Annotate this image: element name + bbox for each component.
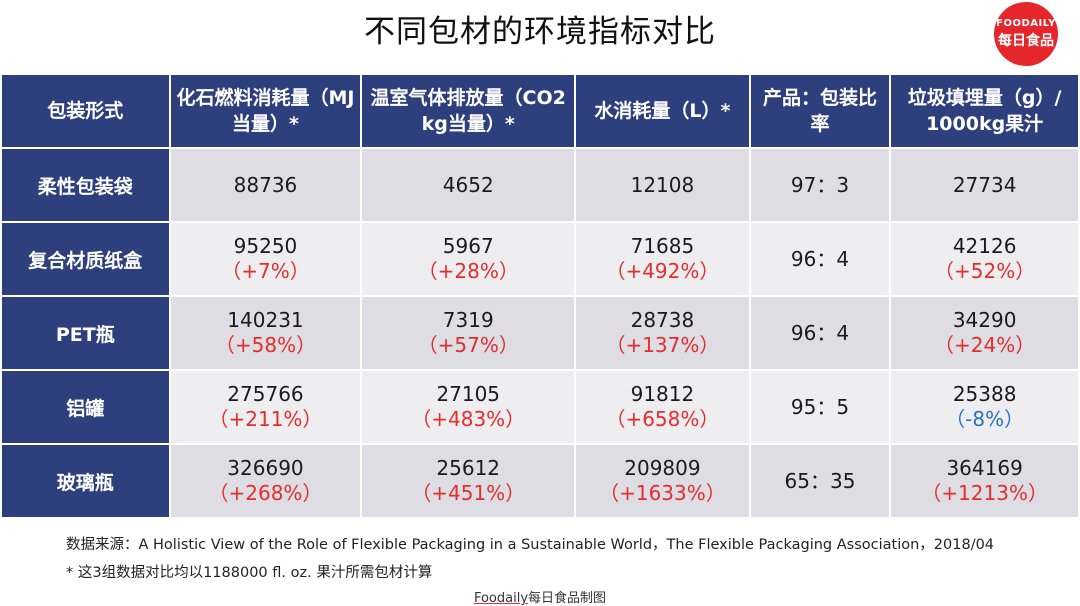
- header-cell: 包装形式: [2, 75, 169, 147]
- table-cell: 12108: [576, 149, 749, 221]
- foodaily-logo: FOODAILY 每日食品: [994, 2, 1058, 66]
- cell-value: 12108: [630, 172, 695, 197]
- cell-value: 27105: [436, 382, 501, 406]
- cell-change: （+658%）: [605, 407, 720, 431]
- table-cell: 95250 （+7%）: [170, 223, 361, 295]
- cell-value: 71685: [630, 234, 695, 258]
- table-row: PET瓶 140231 （+58%） 7319 （+57%） 28738 （+137%） 96…: [2, 297, 1078, 369]
- table-cell: 88736: [170, 149, 361, 221]
- table-cell: 5967 （+28%）: [362, 223, 575, 295]
- cell-change: （+7%）: [221, 259, 310, 283]
- cell-change: （+28%）: [417, 259, 519, 283]
- cell-change: （+268%）: [208, 481, 323, 505]
- cell-change: （+24%）: [934, 333, 1036, 357]
- table-cell: 4652: [362, 149, 575, 221]
- cell-value: 28738: [630, 308, 695, 332]
- row-label: 柔性包装袋: [2, 149, 169, 221]
- table-cell: 96：4: [750, 297, 890, 369]
- cell-change: （+1213%）: [921, 481, 1048, 505]
- header-cell: 水消耗量（L）*: [576, 75, 749, 147]
- table-cell: 7319 （+57%）: [362, 297, 575, 369]
- data-source: 数据来源：A Holistic View of the Role of Flex…: [66, 537, 995, 553]
- table-cell: 326690 （+268%）: [170, 445, 361, 517]
- row-label: 复合材质纸盒: [2, 223, 169, 295]
- cell-change: （+57%）: [417, 333, 519, 357]
- table-cell: 91812 （+658%）: [576, 371, 749, 443]
- cell-change: （+137%）: [605, 333, 720, 357]
- table-cell: 96：4: [750, 223, 890, 295]
- cell-value: 27734: [952, 172, 1017, 197]
- cell-value: 25612: [436, 456, 501, 480]
- credit-suffix: 每日食品制图: [528, 591, 607, 606]
- cell-value: 34290: [952, 308, 1017, 332]
- cell-value: 65：35: [784, 468, 856, 493]
- cell-value: 25388: [952, 382, 1017, 406]
- credit-line: Foodaily每日食品制图: [0, 587, 1080, 606]
- cell-value: 140231: [227, 308, 304, 332]
- table-cell: 25612 （+451%）: [362, 445, 575, 517]
- cell-value: 96：4: [790, 246, 850, 271]
- cell-change: （+451%）: [411, 481, 526, 505]
- table-cell: 140231 （+58%）: [170, 297, 361, 369]
- cell-value: 4652: [442, 172, 494, 197]
- table-cell: 71685 （+492%）: [576, 223, 749, 295]
- table-cell: 27734: [891, 149, 1078, 221]
- table-cell: 65：35: [750, 445, 890, 517]
- cell-value: 96：4: [790, 320, 850, 345]
- cell-change: （+52%）: [934, 259, 1036, 283]
- cell-change: （+211%）: [208, 407, 323, 431]
- cell-value: 275766: [227, 382, 304, 406]
- table-row: 柔性包装袋 88736 4652 12108 97：3 27734: [2, 149, 1078, 221]
- table-row: 铝罐 275766 （+211%） 27105 （+483%） 91812 （+658%） 9…: [2, 371, 1078, 443]
- table-cell: 97：3: [750, 149, 890, 221]
- cell-value: 326690: [227, 456, 304, 480]
- header-cell: 化石燃料消耗量（MJ当量）*: [170, 75, 361, 147]
- cell-change: （+492%）: [605, 259, 720, 283]
- table-row: 玻璃瓶 326690 （+268%） 25612 （+451%） 209809 （+1633…: [2, 445, 1078, 517]
- table-cell: 209809 （+1633%）: [576, 445, 749, 517]
- table-cell: 95：5: [750, 371, 890, 443]
- page-title: 不同包材的环境指标对比: [364, 14, 716, 50]
- table-cell: 34290 （+24%）: [891, 297, 1078, 369]
- table-cell: 27105 （+483%）: [362, 371, 575, 443]
- row-label: PET瓶: [2, 297, 169, 369]
- logo-text-en: FOODAILY: [996, 18, 1056, 29]
- table-cell: 28738 （+137%）: [576, 297, 749, 369]
- cell-value: 95：5: [790, 394, 850, 419]
- cell-value: 95250: [233, 234, 298, 258]
- cell-change: （-8%）: [945, 407, 1025, 431]
- header-cell: 产品：包装比率: [750, 75, 890, 147]
- comparison-table: 包装形式 化石燃料消耗量（MJ当量）* 温室气体排放量（CO2 kg当量）* 水…: [0, 73, 1080, 519]
- cell-value: 7319: [442, 308, 494, 332]
- table-row: 复合材质纸盒 95250 （+7%） 5967 （+28%） 71685 （+492%） 96…: [2, 223, 1078, 295]
- cell-change: （+58%）: [214, 333, 317, 357]
- cell-value: 209809: [624, 456, 701, 480]
- footnote: * 这3组数据对比均以1188000 fl. oz. 果汁所需包材计算: [66, 565, 433, 581]
- header-row: 包装形式 化石燃料消耗量（MJ当量）* 温室气体排放量（CO2 kg当量）* 水…: [2, 75, 1078, 147]
- header-cell: 温室气体排放量（CO2 kg当量）*: [362, 75, 575, 147]
- cell-value: 364169: [946, 456, 1023, 480]
- logo-text-cn: 每日食品: [998, 33, 1054, 49]
- row-label: 玻璃瓶: [2, 445, 169, 517]
- cell-value: 42126: [952, 234, 1017, 258]
- credit-brand: Foodaily: [473, 591, 529, 606]
- cell-value: 5967: [442, 234, 494, 258]
- cell-value: 91812: [630, 382, 695, 406]
- table-cell: 275766 （+211%）: [170, 371, 361, 443]
- table-cell: 25388 （-8%）: [891, 371, 1078, 443]
- cell-value: 97：3: [790, 172, 850, 197]
- table-cell: 42126 （+52%）: [891, 223, 1078, 295]
- cell-value: 88736: [233, 172, 298, 197]
- cell-change: （+483%）: [411, 407, 526, 431]
- cell-change: （+1633%）: [599, 481, 726, 505]
- row-label: 铝罐: [2, 371, 169, 443]
- header-cell: 垃圾填埋量（g）/ 1000kg果汁: [891, 75, 1078, 147]
- table-cell: 364169 （+1213%）: [891, 445, 1078, 517]
